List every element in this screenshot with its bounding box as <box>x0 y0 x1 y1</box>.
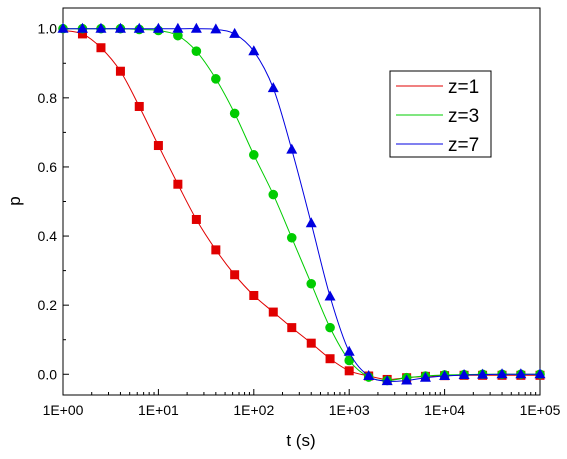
data-point-z7 <box>401 374 413 385</box>
x-tick-label: 1E+02 <box>233 402 274 418</box>
data-point-z7 <box>76 22 88 33</box>
data-point-z1 <box>230 270 240 280</box>
data-point-z7 <box>496 368 508 379</box>
data-point-z3 <box>325 322 335 333</box>
data-point-z7 <box>381 375 393 386</box>
data-point-z7 <box>210 23 222 34</box>
data-point-z3 <box>306 278 317 289</box>
data-point-z7 <box>515 368 527 379</box>
data-point-z7 <box>114 22 126 33</box>
data-point-z7 <box>458 368 470 379</box>
data-point-z3 <box>268 189 279 200</box>
data-point-z7 <box>133 22 145 33</box>
axis-ticks: 1E+00 1E+01 1E+02 1E+03 1E+04 1E+05 0.0 0.2 0.4 0… <box>38 21 561 418</box>
data-point-z1 <box>287 323 297 333</box>
data-point-z7 <box>439 369 451 380</box>
x-tick-label: 1E+01 <box>138 402 179 418</box>
data-point-z1 <box>211 245 221 255</box>
data-point-z3 <box>344 355 355 366</box>
data-point-z3 <box>229 108 240 119</box>
data-point-z7 <box>305 217 317 228</box>
y-tick-label: 0.2 <box>38 297 58 313</box>
data-point-z1 <box>77 29 87 39</box>
x-axis-title: t (s) <box>286 431 315 450</box>
data-point-z1 <box>173 179 183 189</box>
y-axis-title: p <box>5 196 24 205</box>
data-point-z7 <box>324 290 336 301</box>
data-point-z3 <box>249 150 259 160</box>
data-point-z1 <box>325 354 335 364</box>
data-point-z7 <box>363 369 375 380</box>
legend: z=1 z=3 z=7 <box>389 70 492 158</box>
data-point-z1 <box>153 141 163 151</box>
y-tick-label: 0.8 <box>38 90 58 106</box>
legend-label-z3: z=3 <box>448 106 479 127</box>
legend-box <box>389 70 492 158</box>
y-tick-label: 0.4 <box>38 228 58 244</box>
series-layer <box>57 22 546 386</box>
x-tick-label: 1E+04 <box>424 402 465 418</box>
data-point-z7 <box>95 22 107 33</box>
data-point-z7 <box>477 368 489 379</box>
data-point-z3 <box>286 232 297 243</box>
data-point-z1 <box>344 366 354 376</box>
data-point-z1 <box>96 43 106 53</box>
y-tick-label: 0.0 <box>38 366 58 382</box>
data-point-z7 <box>534 368 546 379</box>
data-point-z1 <box>268 307 278 317</box>
data-point-z3 <box>191 46 202 56</box>
data-point-z1 <box>115 66 125 76</box>
data-point-z7 <box>190 22 202 33</box>
y-tick-label: 0.6 <box>38 159 58 175</box>
y-tick-label: 1.0 <box>38 21 58 37</box>
data-point-z7 <box>172 22 184 33</box>
data-point-z7 <box>229 27 241 38</box>
data-point-z7 <box>248 45 260 56</box>
x-tick-label: 1E+05 <box>520 402 561 418</box>
data-point-z7 <box>152 22 164 33</box>
data-point-z1 <box>306 338 316 348</box>
data-point-z1 <box>191 214 201 224</box>
data-point-z7 <box>57 22 69 33</box>
data-point-z1 <box>134 101 144 111</box>
data-point-z1 <box>249 290 259 300</box>
data-point-z7 <box>267 82 279 93</box>
legend-label-z7: z=7 <box>448 135 479 156</box>
data-point-z7 <box>286 143 298 154</box>
x-tick-label: 1E+00 <box>43 402 84 418</box>
data-point-z3 <box>211 74 221 84</box>
x-tick-label: 1E+03 <box>329 402 370 418</box>
data-point-z7 <box>419 371 431 382</box>
plot-frame <box>62 7 541 396</box>
data-point-z7 <box>343 345 355 356</box>
data-point-z3 <box>173 30 183 41</box>
legend-label-z1: z=1 <box>448 77 479 98</box>
